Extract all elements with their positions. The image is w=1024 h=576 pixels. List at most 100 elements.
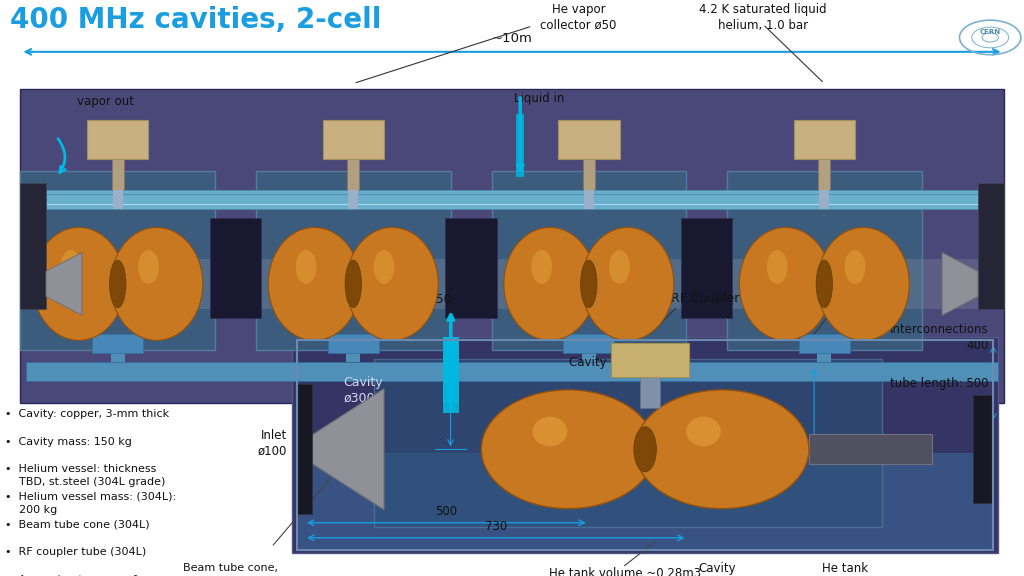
Text: 500: 500	[435, 505, 458, 518]
Text: TBD, st.steel (304L grade): TBD, st.steel (304L grade)	[5, 477, 166, 487]
Ellipse shape	[845, 250, 865, 284]
Text: RF Coupler: RF Coupler	[671, 292, 739, 305]
Ellipse shape	[634, 427, 656, 472]
FancyBboxPatch shape	[210, 218, 261, 319]
FancyBboxPatch shape	[978, 184, 1004, 309]
FancyBboxPatch shape	[442, 337, 459, 403]
FancyBboxPatch shape	[113, 190, 123, 209]
Ellipse shape	[111, 228, 203, 340]
Ellipse shape	[110, 260, 126, 308]
Text: tube length: 500: tube length: 500	[890, 377, 988, 389]
Text: •  Approximate mass of: • Approximate mass of	[5, 575, 137, 576]
Ellipse shape	[481, 390, 655, 509]
Text: •  RF coupler tube (304L): • RF coupler tube (304L)	[5, 547, 146, 557]
FancyBboxPatch shape	[973, 395, 993, 503]
Text: Ø200 x 2: Ø200 x 2	[814, 292, 871, 305]
FancyBboxPatch shape	[346, 350, 360, 362]
Polygon shape	[942, 252, 978, 315]
Ellipse shape	[581, 260, 597, 308]
Text: Cavity
ø300: Cavity ø300	[343, 376, 383, 405]
FancyBboxPatch shape	[374, 358, 883, 527]
Text: 730: 730	[484, 520, 507, 533]
FancyBboxPatch shape	[112, 158, 124, 190]
FancyBboxPatch shape	[323, 120, 384, 160]
FancyBboxPatch shape	[563, 334, 614, 353]
Ellipse shape	[296, 250, 316, 284]
FancyBboxPatch shape	[516, 115, 524, 177]
Ellipse shape	[635, 390, 809, 509]
Ellipse shape	[374, 250, 394, 284]
Text: Cavity
ø740: Cavity ø740	[698, 562, 735, 576]
Ellipse shape	[60, 250, 81, 284]
Text: 400 MHz cavities, 2-cell: 400 MHz cavities, 2-cell	[10, 6, 382, 34]
FancyBboxPatch shape	[87, 120, 148, 160]
Text: He tank
ø800: He tank ø800	[821, 562, 868, 576]
Ellipse shape	[345, 260, 361, 308]
FancyBboxPatch shape	[256, 171, 451, 350]
Text: ~10m: ~10m	[492, 32, 532, 45]
Text: CERN: CERN	[980, 29, 1000, 35]
FancyBboxPatch shape	[297, 453, 993, 550]
FancyBboxPatch shape	[819, 190, 829, 209]
FancyBboxPatch shape	[809, 434, 932, 464]
Ellipse shape	[346, 228, 438, 340]
Ellipse shape	[531, 250, 552, 284]
Ellipse shape	[33, 228, 125, 340]
Text: Beam tube cone,
thickness: 1 mm: Beam tube cone, thickness: 1 mm	[183, 563, 278, 576]
FancyBboxPatch shape	[727, 171, 922, 350]
Ellipse shape	[532, 416, 567, 446]
FancyBboxPatch shape	[328, 334, 379, 353]
Polygon shape	[297, 389, 384, 510]
FancyBboxPatch shape	[20, 89, 1004, 403]
Text: Cavity 1850: Cavity 1850	[568, 357, 640, 369]
Ellipse shape	[767, 250, 787, 284]
Text: 200 kg: 200 kg	[5, 505, 57, 514]
FancyBboxPatch shape	[297, 385, 312, 514]
Ellipse shape	[817, 228, 909, 340]
FancyBboxPatch shape	[292, 337, 998, 553]
FancyBboxPatch shape	[111, 350, 125, 362]
FancyBboxPatch shape	[799, 334, 850, 353]
FancyBboxPatch shape	[818, 158, 830, 190]
FancyBboxPatch shape	[817, 350, 831, 362]
Text: •  Beam tube cone (304L): • Beam tube cone (304L)	[5, 520, 150, 529]
Polygon shape	[46, 252, 82, 315]
Ellipse shape	[504, 228, 596, 340]
FancyBboxPatch shape	[794, 120, 855, 160]
Ellipse shape	[582, 228, 674, 340]
FancyBboxPatch shape	[20, 184, 46, 309]
FancyBboxPatch shape	[558, 120, 620, 160]
Text: He tank volume ~0.28m3: He tank volume ~0.28m3	[549, 567, 700, 576]
FancyBboxPatch shape	[681, 218, 732, 319]
Text: •  Cavity mass: 150 kg: • Cavity mass: 150 kg	[5, 437, 132, 446]
FancyBboxPatch shape	[445, 218, 497, 319]
FancyBboxPatch shape	[442, 337, 459, 412]
FancyBboxPatch shape	[46, 259, 978, 309]
Ellipse shape	[138, 250, 159, 284]
Text: •  Helium vessel mass: (304L):: • Helium vessel mass: (304L):	[5, 492, 176, 502]
FancyBboxPatch shape	[582, 350, 596, 362]
FancyBboxPatch shape	[26, 190, 998, 209]
FancyBboxPatch shape	[583, 158, 595, 190]
FancyBboxPatch shape	[347, 158, 359, 190]
Ellipse shape	[739, 228, 831, 340]
FancyBboxPatch shape	[348, 190, 358, 209]
Ellipse shape	[816, 260, 833, 308]
FancyBboxPatch shape	[92, 334, 143, 353]
Text: He vapor
collector ø50: He vapor collector ø50	[541, 3, 616, 32]
FancyBboxPatch shape	[20, 171, 215, 350]
Text: •  Cavity: copper, 3-mm thick: • Cavity: copper, 3-mm thick	[5, 409, 169, 419]
Ellipse shape	[268, 228, 360, 340]
Text: •  Helium vessel: thickness: • Helium vessel: thickness	[5, 464, 157, 474]
Text: ø50: ø50	[429, 292, 453, 305]
FancyBboxPatch shape	[492, 171, 686, 350]
Text: 4.2 K saturated liquid
helium, 1.0 bar: 4.2 K saturated liquid helium, 1.0 bar	[699, 3, 826, 32]
FancyBboxPatch shape	[611, 343, 689, 377]
FancyBboxPatch shape	[26, 362, 998, 381]
Text: Interconnections
400: Interconnections 400	[890, 323, 988, 351]
Text: vapor out: vapor out	[77, 95, 134, 108]
FancyBboxPatch shape	[640, 377, 660, 408]
Ellipse shape	[686, 416, 721, 446]
Text: Inlet
ø100: Inlet ø100	[257, 429, 287, 458]
Ellipse shape	[609, 250, 630, 284]
